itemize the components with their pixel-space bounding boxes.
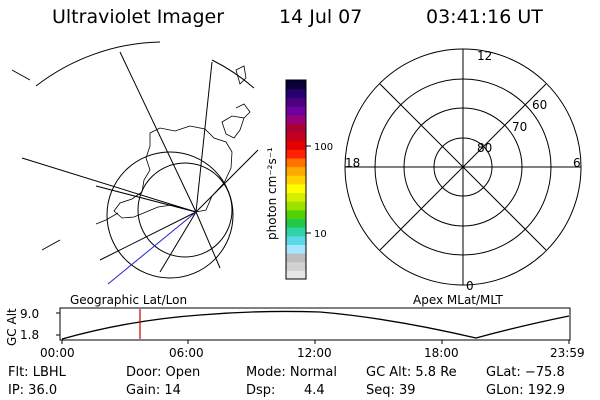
colorbar-segment: [286, 270, 306, 280]
altitude-plot-frame: [59, 307, 571, 341]
colorbar-unit-label: photon cm⁻²s⁻¹: [265, 147, 279, 240]
coast-detail-4: [95, 212, 119, 225]
colorbar: [286, 80, 306, 280]
colorbar-segment: [286, 149, 306, 159]
colorbar-segment: [286, 123, 306, 133]
polar-plot: [344, 48, 582, 286]
mlt-label-0: 0: [466, 279, 474, 293]
map-meridian-2: [119, 51, 197, 213]
map-meridian-4: [195, 149, 259, 213]
satellite-track: [107, 211, 197, 285]
date-label: 14 Jul 07: [279, 6, 363, 28]
glon-status: GLon: 192.9: [486, 383, 566, 398]
colorbar-segment: [286, 80, 306, 90]
colorbar-segment: [286, 97, 306, 107]
colorbar-segment: [286, 261, 306, 271]
colorbar-segment: [286, 88, 306, 98]
colorbar-segment: [286, 235, 306, 245]
map-edge-line: [11, 69, 31, 81]
colorbar-tick-label-10: 10: [314, 229, 327, 240]
ip-status: IP: 36.0: [8, 383, 58, 398]
geographic-label: Geographic Lat/Lon: [70, 293, 187, 307]
mode-status: Mode: Normal: [246, 365, 337, 380]
colorbar-segment: [286, 244, 306, 254]
map-meridian-6: [159, 211, 197, 273]
xtick-label-0600: 06:00: [169, 346, 204, 360]
seq-status: Seq: 39: [366, 383, 416, 398]
colorbar-segment: [286, 183, 306, 194]
colorbar-segment: [286, 201, 306, 211]
colorbar-segment: [286, 140, 306, 150]
altitude-ylabel: GC Alt: [5, 308, 19, 346]
gc-altitude-status: GC Alt: 5.8 Re: [366, 365, 457, 380]
xtick-label-1200: 12:00: [297, 346, 332, 360]
colorbar-segment: [286, 114, 306, 124]
polar-diagonal-2: [379, 83, 547, 251]
geographic-map: [11, 41, 259, 279]
mlt-label-18: 18: [345, 156, 360, 170]
colorbar-frame: [285, 79, 307, 280]
colorbar-segment: [286, 253, 306, 263]
map-horizon-arc: [35, 41, 161, 87]
colorbar-segment: [286, 192, 306, 202]
colorbar-segment: [286, 157, 306, 168]
colorbar-segment: [286, 218, 306, 228]
mlt-label-12: 12: [477, 49, 492, 63]
ytick-label-9: 9.0: [20, 307, 39, 321]
colorbar-segment: [286, 227, 306, 237]
colorbar-segment: [286, 131, 306, 142]
apex-label: Apex MLat/MLT: [413, 293, 503, 307]
door-status: Door: Open: [126, 365, 201, 380]
colorbar-segment: [286, 166, 306, 176]
glat-status: GLat: −75.8: [486, 365, 565, 380]
lat-label-60: 60: [532, 98, 547, 112]
coast-detail-3: [235, 65, 247, 85]
colorbar-segment: [286, 209, 306, 220]
gain-status: Gain: 14: [126, 383, 181, 398]
map-meridian-3: [195, 61, 213, 213]
lat-label-70: 70: [512, 120, 527, 134]
map-meridian-8: [95, 185, 197, 213]
map-lat-circle-mid: [137, 162, 233, 258]
map-horizon-arc-right: [211, 59, 255, 89]
map-meridian-1: [21, 157, 197, 213]
xtick-label-0000: 00:00: [40, 346, 75, 360]
dsp-value: 4.4: [304, 383, 325, 398]
coast-detail-1: [221, 115, 245, 139]
colorbar-segment: [286, 105, 306, 116]
dsp-label: Dsp:: [246, 383, 276, 398]
antarctica-coastline: [113, 125, 233, 219]
colorbar-segment: [286, 175, 306, 185]
instrument-title: Ultraviolet Imager: [52, 6, 225, 28]
filter-status: Flt: LBHL: [8, 365, 66, 380]
xtick-label-1800: 18:00: [424, 346, 459, 360]
mlt-label-6: 6: [573, 156, 581, 170]
map-meridian-7: [99, 211, 197, 261]
map-meridian-5: [195, 211, 221, 269]
map-lat-line: [41, 239, 61, 251]
colorbar-tick-label-100: 100: [314, 142, 333, 153]
altitude-curve: [61, 310, 570, 340]
coast-detail-2: [235, 103, 251, 119]
lat-label-80: 80: [477, 141, 492, 155]
map-lat-circle-outer: [106, 151, 234, 279]
time-label: 03:41:16 UT: [426, 6, 543, 28]
ytick-label-1.8: 1.8: [20, 328, 39, 342]
xtick-label-2359: 23:59: [550, 346, 585, 360]
